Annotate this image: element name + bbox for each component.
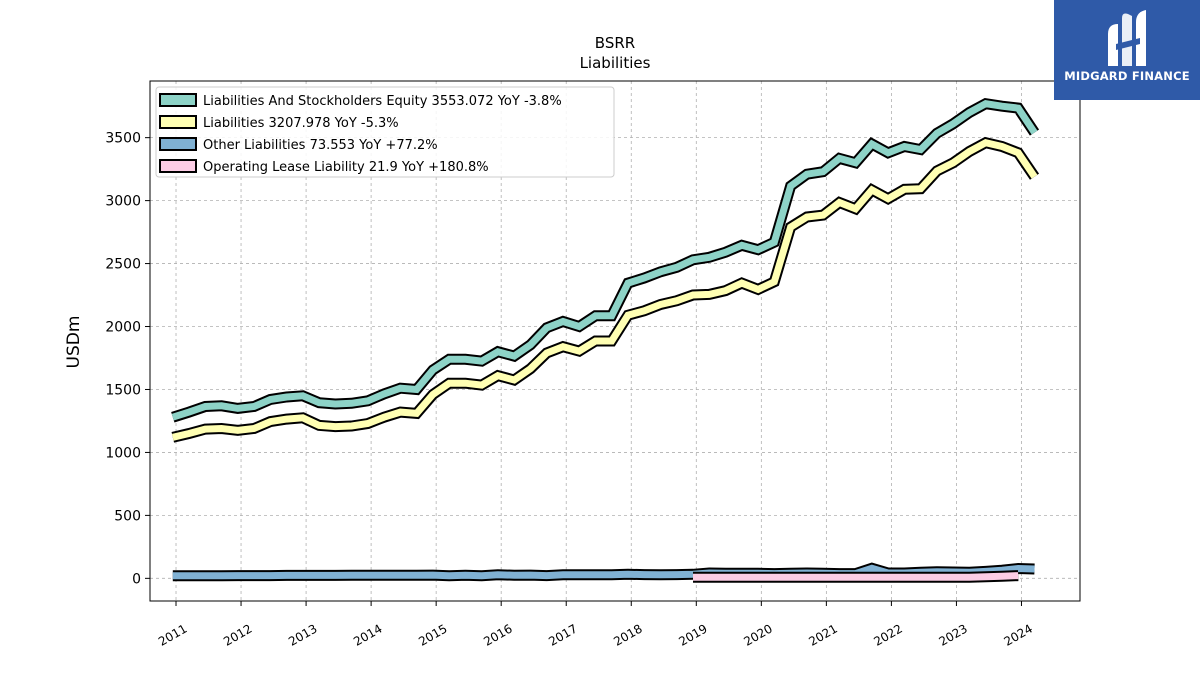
- y-tick-label: 2500: [105, 257, 141, 273]
- series-liabilities-and-stockholders-equity: [171, 97, 1040, 423]
- x-tick-label: 2021: [806, 621, 839, 648]
- legend: Liabilities And Stockholders Equity 3553…: [155, 86, 615, 178]
- series-layer: [171, 97, 1040, 583]
- x-tick-label: 2022: [871, 621, 904, 648]
- x-tick-label: 2023: [936, 621, 969, 648]
- legend-swatch: [159, 159, 197, 173]
- series-line: [693, 572, 1019, 581]
- series-line: [172, 138, 1038, 441]
- x-tick-label: 2016: [481, 621, 514, 648]
- x-tick-label: 2013: [286, 621, 319, 648]
- y-axis-label: USDm: [64, 316, 84, 369]
- logo-text: MIDGARD FINANCE: [1064, 69, 1190, 83]
- legend-item: Liabilities And Stockholders Equity 3553…: [159, 93, 562, 109]
- y-tick-label: 1000: [105, 445, 141, 461]
- chart-subtitle: Liabilities: [580, 54, 651, 72]
- x-tick-label: 2019: [676, 621, 709, 648]
- x-axis: 2011 2012 2013 2014 2015 2016 2017 2018 2019 2020…: [156, 601, 1035, 649]
- x-tick-label: 2015: [416, 621, 449, 648]
- x-tick-label: 2020: [741, 621, 774, 648]
- legend-label: Operating Lease Liability 21.9 YoY +180.…: [203, 160, 489, 175]
- legend-item: Operating Lease Liability 21.9 YoY +180.…: [159, 159, 489, 175]
- y-tick-label: 3500: [105, 131, 141, 147]
- y-tick-label: 1500: [105, 382, 141, 398]
- y-tick-label: 3000: [105, 194, 141, 210]
- midgard-logo-icon: [1108, 10, 1146, 66]
- legend-swatch: [159, 93, 197, 107]
- y-axis: 0 500 1000 1500 2000 2500 3000 3500: [105, 131, 150, 587]
- axes-frame: [149, 80, 1081, 602]
- legend-item: Liabilities 3207.978 YoY -5.3%: [159, 115, 399, 131]
- chart-title: BSRR: [595, 34, 635, 52]
- y-tick-label: 500: [114, 508, 141, 524]
- series-line: [171, 100, 1038, 421]
- y-tick-label: 0: [132, 571, 141, 587]
- x-tick-label: 2014: [351, 621, 384, 648]
- series-liabilities: [171, 136, 1040, 443]
- x-tick-label: 2012: [221, 621, 254, 648]
- x-tick-label: 2018: [611, 621, 644, 648]
- x-tick-label: 2024: [1002, 621, 1035, 648]
- series-operating-lease-liability: [693, 570, 1019, 583]
- legend-label: Other Liabilities 73.553 YoY +77.2%: [203, 138, 438, 153]
- legend-label: Liabilities And Stockholders Equity 3553…: [203, 94, 562, 109]
- legend-label: Liabilities 3207.978 YoY -5.3%: [203, 116, 399, 131]
- legend-box: [155, 86, 615, 178]
- x-tick-label: 2011: [156, 621, 189, 648]
- x-tick-label: 2017: [546, 621, 579, 648]
- legend-swatch: [159, 137, 197, 151]
- legend-item: Other Liabilities 73.553 YoY +77.2%: [159, 137, 438, 153]
- y-tick-label: 2000: [105, 320, 141, 336]
- legend-swatch: [159, 115, 197, 129]
- brand-logo: MIDGARD FINANCE: [1054, 0, 1200, 100]
